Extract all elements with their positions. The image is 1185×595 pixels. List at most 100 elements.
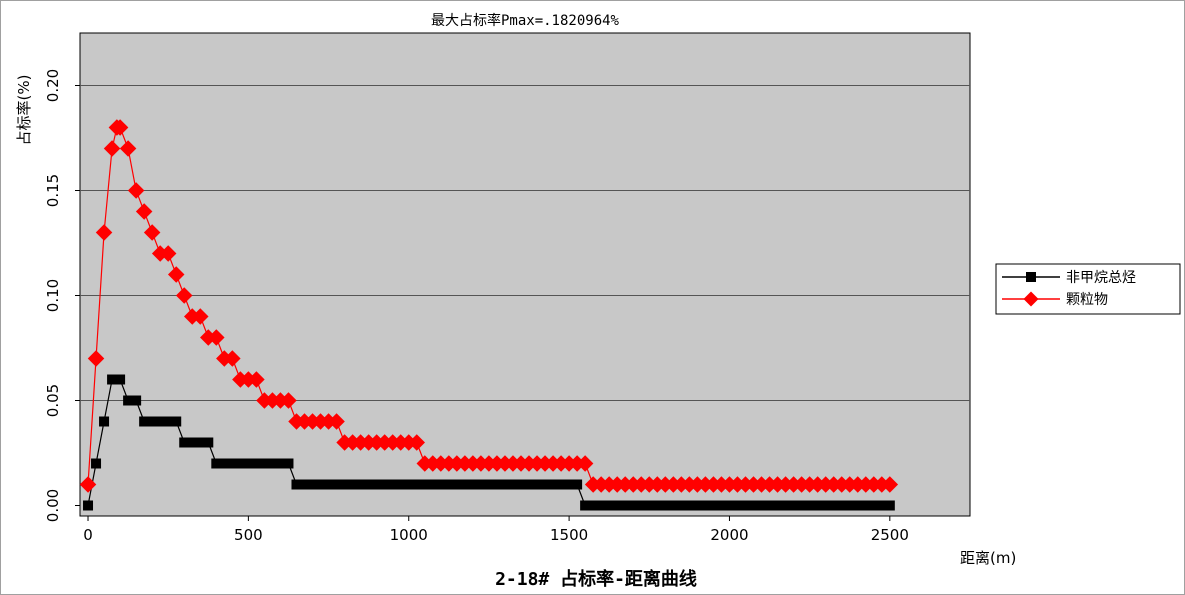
data-point bbox=[628, 500, 639, 511]
data-point bbox=[644, 500, 655, 511]
chart-title: 最大占标率Pmax=.1820964% bbox=[431, 12, 620, 29]
data-point bbox=[259, 458, 270, 469]
data-point bbox=[860, 500, 871, 511]
data-point bbox=[804, 500, 815, 511]
data-point bbox=[143, 224, 161, 241]
data-point bbox=[868, 500, 879, 511]
data-point bbox=[175, 287, 193, 304]
chart-subtitle: 2-18# 占标率-距离曲线 bbox=[495, 568, 697, 590]
data-point bbox=[443, 479, 454, 490]
data-point bbox=[187, 437, 198, 448]
data-point bbox=[556, 479, 567, 490]
data-point bbox=[203, 437, 214, 448]
data-point bbox=[576, 455, 594, 472]
data-point bbox=[208, 329, 225, 346]
data-point bbox=[155, 416, 166, 427]
data-point bbox=[280, 392, 297, 409]
data-point bbox=[732, 500, 743, 511]
data-point bbox=[119, 140, 137, 157]
y-tick-label: 0.10 bbox=[44, 279, 62, 312]
data-point bbox=[499, 479, 510, 490]
data-point bbox=[684, 500, 695, 511]
data-point bbox=[139, 416, 150, 427]
y-tick-label: 0.05 bbox=[44, 384, 62, 417]
data-point bbox=[564, 479, 575, 490]
data-point bbox=[548, 479, 559, 490]
data-point bbox=[1023, 291, 1039, 307]
data-point bbox=[660, 500, 671, 511]
data-point bbox=[427, 479, 438, 490]
data-point bbox=[708, 500, 719, 511]
data-point bbox=[403, 479, 414, 490]
data-point bbox=[299, 479, 310, 490]
data-point bbox=[676, 500, 687, 511]
data-point bbox=[668, 500, 679, 511]
y-tick-label: 0.20 bbox=[44, 69, 62, 102]
x-tick-label: 500 bbox=[234, 526, 263, 544]
x-axis: 0 500 1000 1500 2000 2500 bbox=[83, 516, 909, 544]
data-point bbox=[408, 434, 426, 451]
data-point bbox=[127, 182, 145, 199]
data-point bbox=[580, 500, 591, 511]
data-point bbox=[95, 224, 113, 241]
data-point bbox=[328, 413, 345, 430]
data-point bbox=[115, 374, 126, 385]
data-point bbox=[179, 437, 190, 448]
data-point bbox=[411, 479, 422, 490]
x-tick-label: 2000 bbox=[710, 526, 748, 544]
data-point bbox=[1026, 272, 1036, 282]
data-point bbox=[764, 500, 775, 511]
data-point bbox=[219, 458, 230, 469]
data-point bbox=[507, 479, 518, 490]
data-point bbox=[596, 500, 607, 511]
data-point bbox=[820, 500, 831, 511]
legend-label: 非甲烷总烃 bbox=[1066, 270, 1136, 286]
gridlines bbox=[80, 85, 970, 401]
data-point bbox=[339, 479, 350, 490]
y-axis-label: 占标率(%) bbox=[15, 75, 33, 146]
x-tick-label: 2500 bbox=[871, 526, 909, 544]
data-point bbox=[83, 500, 94, 511]
data-point bbox=[267, 458, 278, 469]
data-point bbox=[355, 479, 366, 490]
data-point bbox=[620, 500, 631, 511]
data-point bbox=[652, 500, 663, 511]
data-point bbox=[211, 458, 222, 469]
y-tick-label: 0.00 bbox=[44, 489, 62, 522]
data-point bbox=[195, 437, 206, 448]
data-point bbox=[111, 119, 129, 136]
data-point bbox=[363, 479, 374, 490]
data-point bbox=[876, 500, 887, 511]
data-point bbox=[224, 350, 241, 367]
data-point bbox=[475, 479, 486, 490]
data-point bbox=[307, 479, 318, 490]
data-point bbox=[227, 458, 238, 469]
data-point bbox=[459, 479, 470, 490]
series-1 bbox=[83, 374, 895, 511]
data-point bbox=[692, 500, 703, 511]
data-point bbox=[844, 500, 855, 511]
data-point bbox=[171, 416, 182, 427]
data-point bbox=[103, 140, 121, 157]
data-point bbox=[636, 500, 647, 511]
data-point bbox=[163, 416, 174, 427]
data-point bbox=[588, 500, 599, 511]
series-2 bbox=[79, 119, 899, 493]
x-tick-label: 1000 bbox=[390, 526, 428, 544]
data-point bbox=[192, 308, 209, 325]
plot-area bbox=[79, 32, 971, 517]
series-layer bbox=[79, 119, 899, 511]
data-point bbox=[756, 500, 767, 511]
data-point bbox=[812, 500, 823, 511]
data-point bbox=[540, 479, 551, 490]
data-point bbox=[291, 479, 302, 490]
data-point bbox=[612, 500, 623, 511]
data-point bbox=[91, 458, 102, 469]
data-point bbox=[79, 476, 97, 493]
data-point bbox=[159, 245, 177, 262]
data-point bbox=[379, 479, 390, 490]
data-point bbox=[884, 500, 895, 511]
data-point bbox=[315, 479, 326, 490]
data-point bbox=[788, 500, 799, 511]
